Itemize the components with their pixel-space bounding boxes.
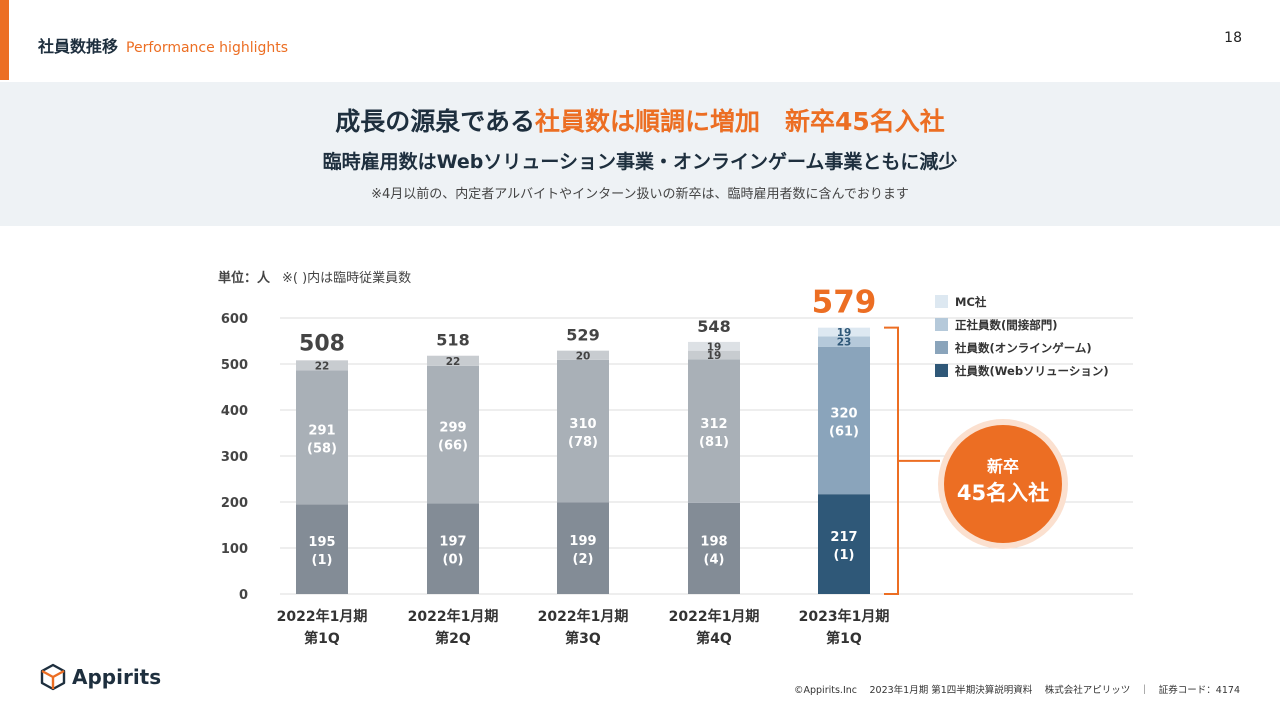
bar-segment-web xyxy=(557,502,609,594)
bar-segment-web xyxy=(818,494,870,594)
data-label: 312 xyxy=(700,417,727,432)
bar-segment-indirect xyxy=(818,336,870,347)
legend-swatch-web xyxy=(935,364,948,377)
y-tick-label: 100 xyxy=(221,542,248,557)
page-number: 18 xyxy=(1224,30,1242,46)
data-label: (4) xyxy=(704,552,725,567)
legend-item-mc: MC社 xyxy=(935,290,1109,313)
summary-banner xyxy=(0,82,1280,226)
page-title: 社員数推移 Performance highlights xyxy=(38,37,289,56)
total-label: 508 xyxy=(299,331,345,356)
x-tick-label: 2022年1月期 xyxy=(538,608,629,625)
x-tick-label: 2023年1月期 xyxy=(799,608,890,625)
data-label: 20 xyxy=(576,350,591,362)
bubble-line1: 新卒 xyxy=(986,457,1019,476)
cube-logo-icon xyxy=(40,663,66,691)
legend-swatch-indirect xyxy=(935,318,948,331)
x-tick-label: 第1Q xyxy=(826,630,862,647)
data-label: (78) xyxy=(568,435,598,450)
x-tick-label: 2022年1月期 xyxy=(408,608,499,625)
legend-swatch-mc xyxy=(935,295,948,308)
data-label: (0) xyxy=(443,553,464,568)
bar-segment-indirect xyxy=(427,355,479,366)
x-tick-label: 第4Q xyxy=(696,630,732,647)
data-label: (81) xyxy=(699,435,729,450)
data-label: 19 xyxy=(837,327,852,339)
unit-note: ※( )内は臨時従業員数 xyxy=(282,271,412,286)
new-grad-bubble: 新卒 45名入社 xyxy=(944,425,1062,543)
footnote: ※4月以前の、内定者アルバイトやインターン扱いの新卒は、臨時雇用者数に含んでおり… xyxy=(371,187,909,202)
bar-segment-game xyxy=(688,359,740,503)
bar-segment-web xyxy=(296,504,348,594)
data-label: (1) xyxy=(834,548,855,563)
bar-segment-game xyxy=(557,359,609,503)
y-tick-label: 300 xyxy=(221,450,248,465)
bar-segment-indirect xyxy=(296,360,348,371)
subheadline: 臨時雇用数はWebソリューション事業・オンラインゲーム事業ともに減少 xyxy=(322,151,958,173)
data-label: 199 xyxy=(569,534,596,549)
legend-item-game: 社員数(オンラインゲーム) xyxy=(935,336,1109,359)
data-label: 23 xyxy=(837,337,852,349)
bar-segment-game xyxy=(818,346,870,495)
bar-segment-mc xyxy=(688,341,740,351)
logo-text: Appirits xyxy=(72,665,162,689)
x-tick-label: 第2Q xyxy=(435,630,471,647)
y-tick-label: 400 xyxy=(221,404,248,419)
total-label: 518 xyxy=(436,331,469,350)
x-tick-label: 2022年1月期 xyxy=(277,608,368,625)
data-label: (1) xyxy=(312,553,333,568)
bar-segment-web xyxy=(427,503,479,594)
y-tick-label: 0 xyxy=(239,588,248,603)
bar-segment-mc xyxy=(818,327,870,337)
footer-text: ©Appirits.Inc 2023年1月期 第1四半期決算説明資料 株式会社ア… xyxy=(794,685,1240,696)
data-label: (66) xyxy=(438,439,468,454)
headline: 成長の源泉である社員数は順調に増加 新卒45名入社 xyxy=(335,107,945,136)
bar-segment-indirect xyxy=(557,350,609,360)
data-label: (2) xyxy=(573,552,594,567)
y-tick-label: 500 xyxy=(221,358,248,373)
data-label: (61) xyxy=(829,425,859,440)
data-label: 291 xyxy=(308,423,335,438)
chart-legend: MC社 正社員数(間接部門) 社員数(オンラインゲーム) 社員数(Webソリュー… xyxy=(935,290,1109,382)
data-label: 22 xyxy=(446,356,461,368)
data-label: 195 xyxy=(308,535,335,550)
bar-segment-indirect xyxy=(688,350,740,360)
legend-item-indirect: 正社員数(間接部門) xyxy=(935,313,1109,336)
data-label: 320 xyxy=(830,407,857,422)
data-label: 197 xyxy=(439,535,466,550)
x-tick-label: 2022年1月期 xyxy=(669,608,760,625)
bar-segment-game xyxy=(427,365,479,504)
legend-item-web: 社員数(Webソリューション) xyxy=(935,359,1109,382)
data-label: 217 xyxy=(830,530,857,545)
data-label: 19 xyxy=(707,350,722,362)
data-label: 198 xyxy=(700,534,727,549)
data-label: 19 xyxy=(707,341,722,353)
total-label: 548 xyxy=(697,317,730,336)
data-label: 310 xyxy=(569,417,596,432)
data-label: 299 xyxy=(439,421,466,436)
y-tick-label: 200 xyxy=(221,496,248,511)
company-logo: Appirits xyxy=(40,663,161,691)
x-tick-label: 第3Q xyxy=(565,630,601,647)
accent-bar xyxy=(0,0,9,80)
bar-segment-web xyxy=(688,502,740,594)
data-label: (58) xyxy=(307,441,337,456)
x-tick-label: 第1Q xyxy=(304,630,340,647)
data-label: 22 xyxy=(315,360,330,372)
unit-label: 単位：人 ※( )内は臨時従業員数 xyxy=(218,271,412,286)
legend-swatch-game xyxy=(935,341,948,354)
bracket-connector xyxy=(884,326,940,595)
headline-highlight: 社員数は順調に増加 新卒45名入社 xyxy=(534,107,945,136)
total-label: 529 xyxy=(566,326,599,345)
bubble-line2: 45名入社 xyxy=(956,481,1050,505)
y-tick-label: 600 xyxy=(221,312,248,327)
bar-segment-game xyxy=(296,370,348,505)
page-subtitle: Performance highlights xyxy=(126,40,289,56)
total-label: 579 xyxy=(812,285,877,321)
